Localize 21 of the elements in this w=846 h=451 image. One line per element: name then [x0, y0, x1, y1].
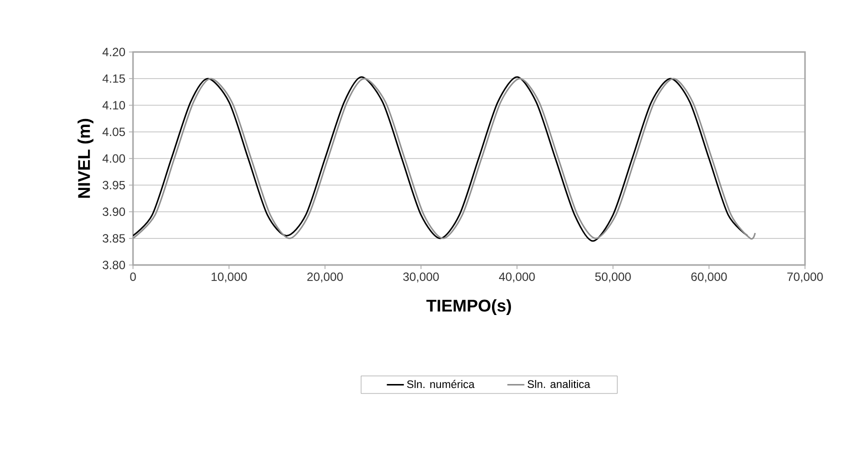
x-tick-label: 50,000	[595, 272, 631, 282]
y-tick-label: 4.00	[102, 154, 126, 163]
y-tick-label: 3.95	[102, 180, 125, 190]
x-tick-label: 10,000	[212, 272, 247, 282]
x-tick-label: 70,000	[787, 272, 823, 282]
y-tick-label: 4.20	[102, 48, 126, 56]
legend-label: Sln. numérica	[407, 380, 475, 388]
x-axis-title: TIEMPO(s)	[426, 299, 511, 316]
y-tick-label: 4.15	[102, 74, 125, 83]
legend-label: Sln. analitica	[528, 380, 590, 388]
y-tick-label: 3.80	[102, 260, 126, 270]
x-tick-label: 40,000	[499, 272, 535, 282]
x-tick-label: 0	[130, 272, 136, 281]
x-tick-label: 60,000	[691, 272, 727, 282]
y-tick-label: 4.10	[102, 101, 126, 110]
y-tick-label: 4.05	[102, 128, 125, 136]
y-axis-title: NIVEL (m)	[78, 118, 94, 198]
y-tick-label: 3.90	[102, 208, 126, 216]
y-tick-label: 3.85	[102, 234, 125, 243]
x-tick-label: 20,000	[307, 272, 343, 282]
x-tick-label: 30,000	[403, 272, 439, 282]
